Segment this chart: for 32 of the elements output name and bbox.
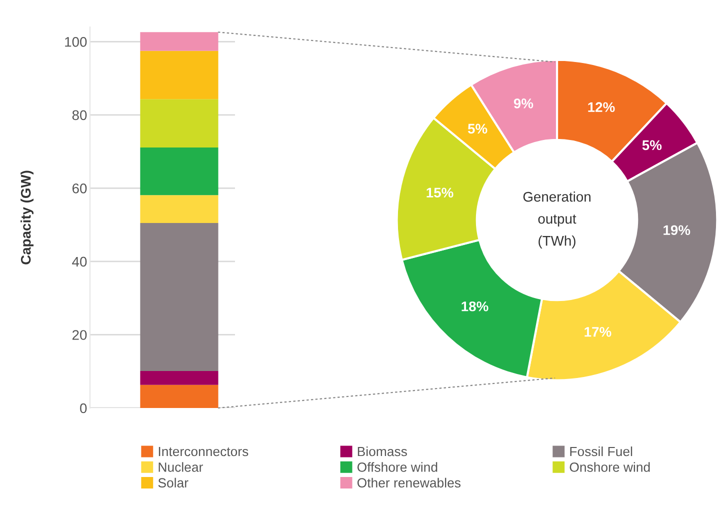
bar bbox=[140, 384, 218, 408]
legend-label: Onshore wind bbox=[570, 462, 650, 472]
bar bbox=[140, 50, 218, 100]
bar bbox=[140, 222, 218, 371]
bar bbox=[140, 32, 218, 51]
data-label: 15% bbox=[426, 188, 454, 198]
data-label: 5% bbox=[642, 140, 662, 150]
legend-label: Solar bbox=[158, 478, 188, 488]
legend-label: Other renewables bbox=[357, 478, 461, 488]
data-label: 18% bbox=[462, 301, 488, 312]
bar bbox=[140, 148, 218, 196]
y-tick-label: 0 bbox=[80, 403, 87, 414]
legend-label: Nuclear bbox=[158, 462, 203, 472]
y-tick-label: 60 bbox=[72, 184, 87, 194]
data-label: 12% bbox=[588, 102, 615, 112]
legend-label: Offshore wind bbox=[357, 462, 438, 472]
data-label: 17% bbox=[584, 326, 612, 337]
data-label: 19% bbox=[664, 225, 690, 236]
data-label: 5% bbox=[468, 124, 488, 134]
text: Generation output (TWh) bbox=[523, 192, 590, 248]
bar bbox=[140, 99, 218, 148]
legend-label: Fossil Fuel bbox=[570, 446, 632, 456]
data-label: 9% bbox=[514, 98, 534, 108]
y-tick-label: 40 bbox=[72, 256, 87, 267]
y-tick-label: 20 bbox=[72, 330, 87, 340]
y-axis-title: Capacity (GW) bbox=[20, 170, 34, 264]
legend-label: Interconnectors bbox=[158, 446, 248, 456]
y-tick-label: 80 bbox=[72, 110, 87, 120]
legend-label: Biomass bbox=[358, 446, 407, 456]
bar bbox=[140, 371, 218, 385]
bar bbox=[140, 195, 218, 223]
y-tick-label: 100 bbox=[65, 36, 87, 47]
